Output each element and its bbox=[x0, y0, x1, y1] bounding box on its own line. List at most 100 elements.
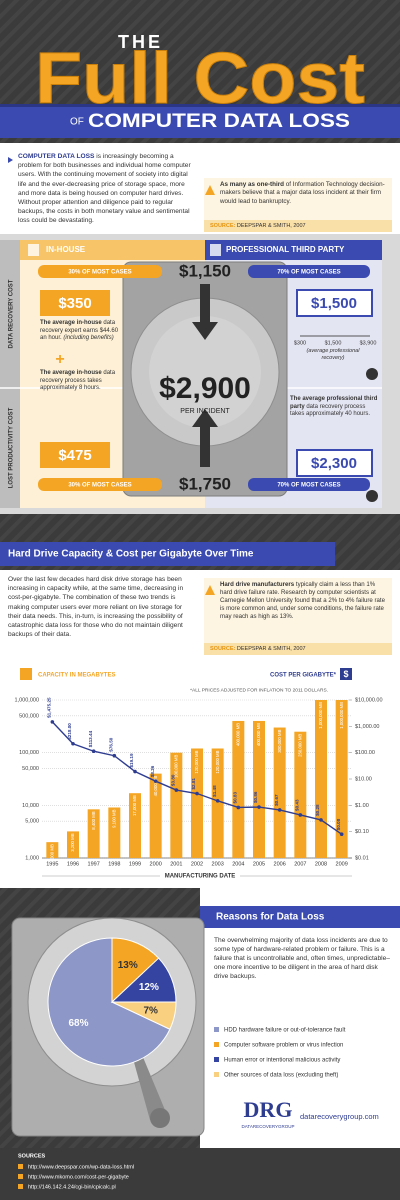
value-label: $113.44 bbox=[88, 730, 93, 747]
share-pill bbox=[38, 478, 162, 491]
plus: + bbox=[55, 351, 64, 368]
cost-value: $1,500 bbox=[311, 295, 357, 312]
line-point bbox=[133, 769, 137, 774]
icon bbox=[366, 368, 378, 380]
capacity-text: Over the last few decades hard disk driv… bbox=[8, 576, 184, 639]
reasons-pie: 68% 13%12% 7% HDD hardware failure or out-o… bbox=[47, 937, 346, 1079]
range-note: (average professional recovery) bbox=[306, 348, 360, 361]
value-label: 2,000 MB bbox=[49, 844, 54, 863]
source-label: SOURCE: bbox=[210, 646, 236, 652]
bar bbox=[253, 720, 265, 858]
actuator-pivot bbox=[150, 1108, 170, 1128]
value-label: $8.26 bbox=[150, 765, 155, 777]
header-the: THE bbox=[118, 32, 163, 52]
source-url: http://146.142.4.24/cgi-bin/cpicalc.pl bbox=[28, 1184, 116, 1190]
share-label: 70% OF MOST CASES bbox=[277, 270, 340, 276]
note-text: data recovery process takes approximatel… bbox=[290, 403, 371, 418]
header-subtitle: COMPUTER DATA LOSS bbox=[88, 111, 350, 132]
note-text: data recovery expert earns $44.60 an hou… bbox=[40, 320, 119, 342]
legend-swatch bbox=[340, 668, 352, 680]
value-label: $2.81 bbox=[191, 778, 196, 790]
platter-inner bbox=[149, 316, 261, 428]
range-label: $300 bbox=[294, 340, 306, 346]
legend-label: CAPACITY IN MEGABYTES bbox=[38, 673, 115, 679]
row-label: DATA RECOVERY COST bbox=[9, 279, 15, 348]
cost-note: The average in-house data recovery exper… bbox=[40, 320, 122, 343]
person-icon bbox=[210, 244, 221, 256]
arrow-up-shaft bbox=[200, 425, 210, 467]
line-point bbox=[236, 805, 241, 810]
quote-source-bar bbox=[204, 220, 392, 232]
x-tick-label: 1999 bbox=[129, 861, 141, 867]
x-tick-label: 1997 bbox=[88, 861, 100, 867]
reasons-title-bar bbox=[200, 906, 400, 928]
legend-swatch bbox=[214, 1057, 219, 1062]
y-tick-label: 100,000 bbox=[19, 750, 39, 756]
bullet bbox=[18, 1184, 23, 1189]
warning-icon bbox=[205, 585, 215, 595]
line-point bbox=[153, 779, 158, 783]
x-tick-label: 2006 bbox=[274, 861, 286, 867]
y2-tick-label: $10,000.00 bbox=[355, 697, 383, 703]
quote-box bbox=[204, 178, 392, 222]
bar bbox=[191, 748, 203, 858]
cost-note: The average in-house data recovery proce… bbox=[40, 370, 122, 393]
slice-label: 12% bbox=[139, 982, 159, 993]
value-label: 17,000 MB bbox=[132, 795, 137, 816]
capacity-chart: 1,000 5,000 10,000 50,000 100,000 500,000 1,00… bbox=[15, 668, 383, 880]
y-tick-label: 10,000 bbox=[22, 803, 39, 809]
quote-text: Hard drive manufacturers typically claim… bbox=[220, 581, 386, 621]
chart-note: *ALL PRICES ADJUSTED FOR INFLATION TO 20… bbox=[190, 687, 328, 693]
third-party-header bbox=[205, 240, 382, 260]
slice-label: 7% bbox=[143, 1005, 158, 1016]
line-point bbox=[215, 799, 220, 803]
value-label: 1,000,000 MB bbox=[318, 702, 323, 729]
pie-slice bbox=[47, 937, 171, 1067]
note-text: data recovery process takes approximatel… bbox=[40, 370, 116, 392]
quote-lead: Hard drive manufacturers bbox=[220, 581, 295, 588]
x-label-bg bbox=[160, 872, 240, 880]
icon bbox=[366, 490, 378, 502]
header-of: OF bbox=[70, 117, 84, 128]
line-point bbox=[71, 741, 75, 746]
quote-box bbox=[204, 578, 392, 644]
cost-total: $1,150 bbox=[179, 261, 231, 280]
bullet bbox=[18, 1174, 23, 1179]
bar bbox=[170, 752, 183, 858]
cost-box bbox=[296, 449, 373, 477]
note-lead: The average in-house bbox=[40, 370, 102, 376]
cost-total: $1,750 bbox=[179, 474, 231, 493]
share-label: 30% OF MOST CASES bbox=[68, 270, 131, 276]
x-tick-label: 2009 bbox=[336, 861, 348, 867]
legend-swatch bbox=[214, 1042, 219, 1047]
value-label: 400,000 MB bbox=[256, 723, 261, 746]
quote-source: SOURCE: DEEPSPAR & SMITH, 2007 bbox=[210, 222, 390, 230]
y-tick-label: 50,000 bbox=[22, 766, 39, 772]
y2-tick-label: $0.01 bbox=[355, 855, 369, 861]
bar bbox=[273, 727, 286, 858]
warning-icon bbox=[205, 185, 215, 195]
x-tick-label: 1996 bbox=[67, 861, 79, 867]
logo-name: DATARECOVERYGROUP bbox=[241, 1124, 294, 1129]
value-label: 1,000,000 MB bbox=[339, 702, 344, 729]
panel-title: IN-HOUSE bbox=[46, 245, 86, 254]
cost-box bbox=[40, 290, 110, 316]
value-label: 300,000 MB bbox=[277, 729, 282, 752]
quote-body: typically claim a less than 1% hard driv… bbox=[220, 581, 385, 620]
legend-label: COST PER GIGABYTE* bbox=[270, 673, 337, 679]
section-title-bar bbox=[0, 542, 335, 566]
y2-tick-label: $1.00 bbox=[355, 803, 369, 809]
value-label: $0.28 bbox=[315, 804, 320, 816]
bar bbox=[87, 809, 100, 858]
source-text: DEEPSPAR & SMITH, 2007 bbox=[236, 646, 306, 652]
quote-text: As many as one-third of Information Tech… bbox=[220, 181, 385, 206]
line-point bbox=[112, 753, 117, 758]
share-label: 70% OF MOST CASES bbox=[277, 483, 340, 489]
share-pill bbox=[248, 478, 370, 491]
note-aside: (including benefits) bbox=[63, 335, 114, 342]
source-url: http://www.mkomo.com/cost-per-gigabyte bbox=[28, 1174, 129, 1180]
cost-box bbox=[296, 289, 373, 317]
